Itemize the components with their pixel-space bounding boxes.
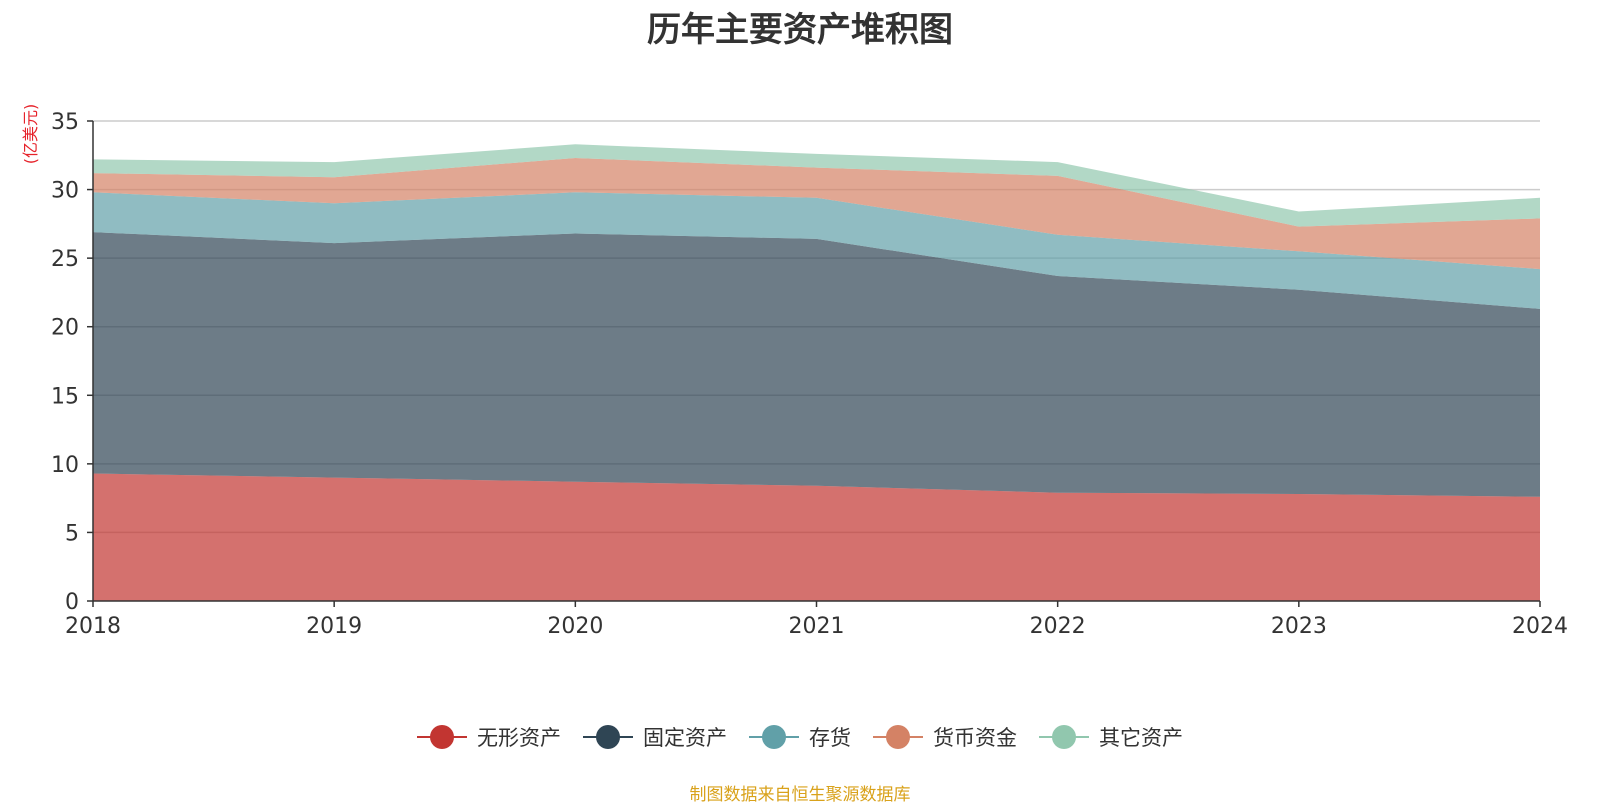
y-tick-label: 30 — [51, 179, 79, 204]
area-series-2 — [93, 232, 1540, 497]
legend-label: 货币资金 — [933, 726, 1017, 750]
legend-swatch-icon — [873, 724, 923, 750]
x-tick-label: 2021 — [789, 614, 845, 639]
area-series-5 — [93, 144, 1540, 227]
area-series — [93, 144, 1540, 601]
legend-label: 无形资产 — [477, 726, 561, 750]
legend-swatch-icon — [417, 724, 467, 750]
y-tick-label: 10 — [51, 453, 79, 478]
legend-item[interactable]: 存货 — [749, 722, 851, 752]
x-tick-label: 2018 — [65, 614, 121, 639]
y-tick-label: 20 — [51, 316, 79, 341]
legend-item[interactable]: 货币资金 — [873, 722, 1017, 752]
legend-item[interactable]: 固定资产 — [583, 722, 727, 752]
legend-swatch-icon — [749, 724, 799, 750]
y-axis-unit-label: (亿美元) — [21, 104, 40, 165]
x-tick-label: 2024 — [1512, 614, 1568, 639]
x-tick-label: 2019 — [306, 614, 362, 639]
legend-swatch-icon — [1039, 724, 1089, 750]
legend-label: 其它资产 — [1099, 726, 1183, 750]
axes: 0 5 10 15 20 25 30 35 2018 2019 2020 2021 2022 2023 20… — [51, 110, 1568, 639]
x-tick-label: 2020 — [547, 614, 603, 639]
legend-label: 固定资产 — [643, 726, 727, 750]
source-note: 制图数据来自恒生聚源数据库 — [689, 785, 911, 805]
area-series-1 — [93, 473, 1540, 601]
legend-item[interactable]: 其它资产 — [1039, 722, 1183, 752]
y-tick-label: 35 — [51, 110, 79, 135]
y-tick-label: 0 — [65, 590, 79, 615]
legend: 无形资产 固定资产 存货 货币资金 其它资产 — [0, 720, 1600, 754]
area-series-3 — [93, 192, 1540, 309]
y-tick-label: 5 — [65, 521, 79, 546]
x-tick-label: 2023 — [1271, 614, 1327, 639]
y-tick-label: 15 — [51, 384, 79, 409]
legend-swatch-icon — [583, 724, 633, 750]
legend-label: 存货 — [809, 726, 851, 750]
stacked-area-chart: 0 5 10 15 20 25 30 35 2018 2019 2020 2021 2022 2023 20… — [21, 104, 1568, 639]
x-tick-label: 2022 — [1030, 614, 1086, 639]
chart-title: 历年主要资产堆积图 — [647, 10, 953, 50]
area-series-4 — [93, 158, 1540, 270]
legend-item[interactable]: 无形资产 — [417, 722, 561, 752]
y-tick-label: 25 — [51, 247, 79, 272]
